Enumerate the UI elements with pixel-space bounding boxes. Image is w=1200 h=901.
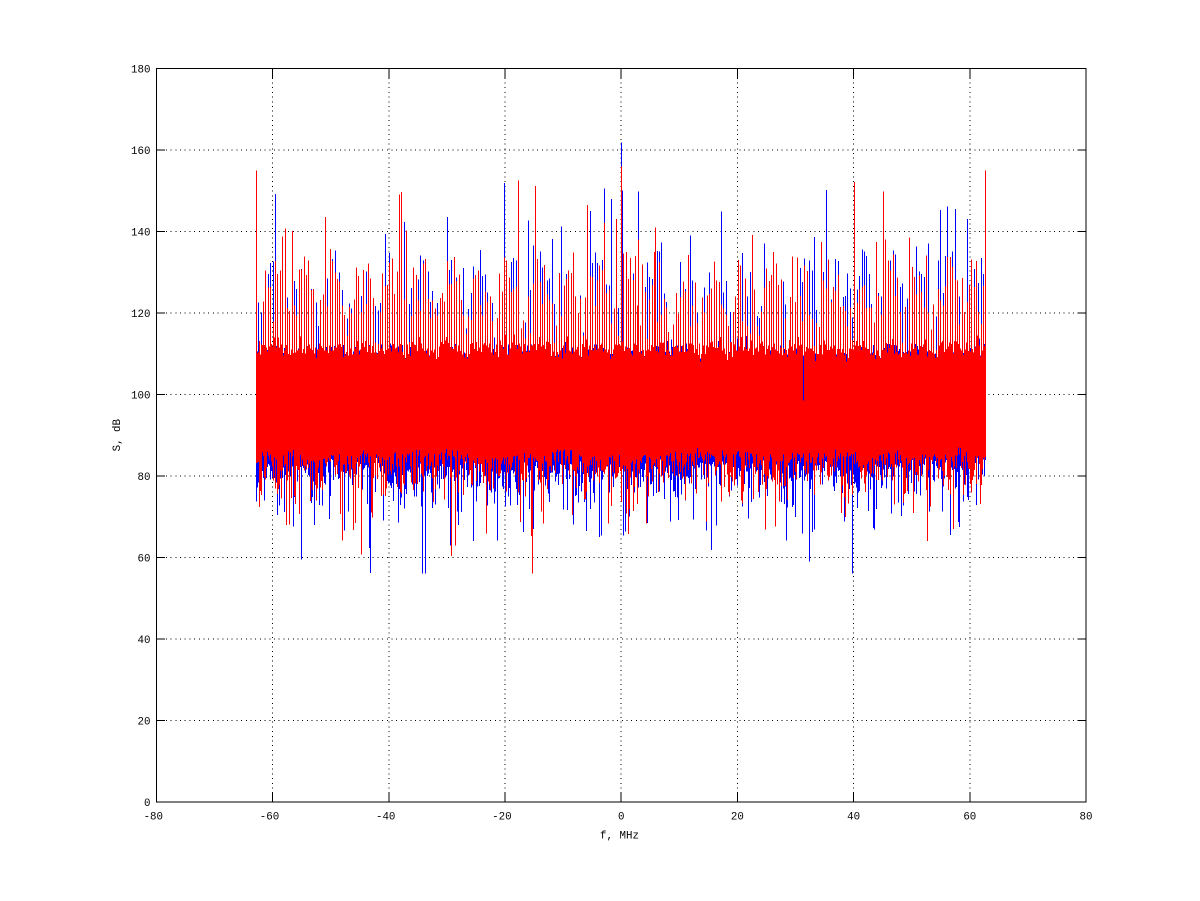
svg-text:140: 140 bbox=[131, 227, 150, 239]
svg-text:160: 160 bbox=[131, 146, 150, 158]
svg-text:20: 20 bbox=[138, 716, 151, 728]
svg-text:S, dB: S, dB bbox=[112, 418, 124, 451]
svg-text:20: 20 bbox=[731, 812, 744, 824]
svg-text:-80: -80 bbox=[144, 812, 163, 824]
svg-text:60: 60 bbox=[963, 812, 976, 824]
svg-text:0: 0 bbox=[618, 812, 624, 824]
svg-text:60: 60 bbox=[138, 553, 151, 565]
svg-text:0: 0 bbox=[144, 798, 150, 810]
svg-text:80: 80 bbox=[138, 472, 151, 484]
svg-text:100: 100 bbox=[131, 390, 150, 402]
svg-text:80: 80 bbox=[1080, 812, 1093, 824]
svg-text:-40: -40 bbox=[376, 812, 395, 824]
svg-text:120: 120 bbox=[131, 309, 150, 321]
svg-text:40: 40 bbox=[847, 812, 860, 824]
svg-text:-60: -60 bbox=[260, 812, 279, 824]
svg-text:-20: -20 bbox=[492, 812, 511, 824]
svg-text:180: 180 bbox=[131, 64, 150, 76]
svg-text:40: 40 bbox=[138, 635, 151, 647]
svg-text:f, MHz: f, MHz bbox=[600, 831, 639, 843]
